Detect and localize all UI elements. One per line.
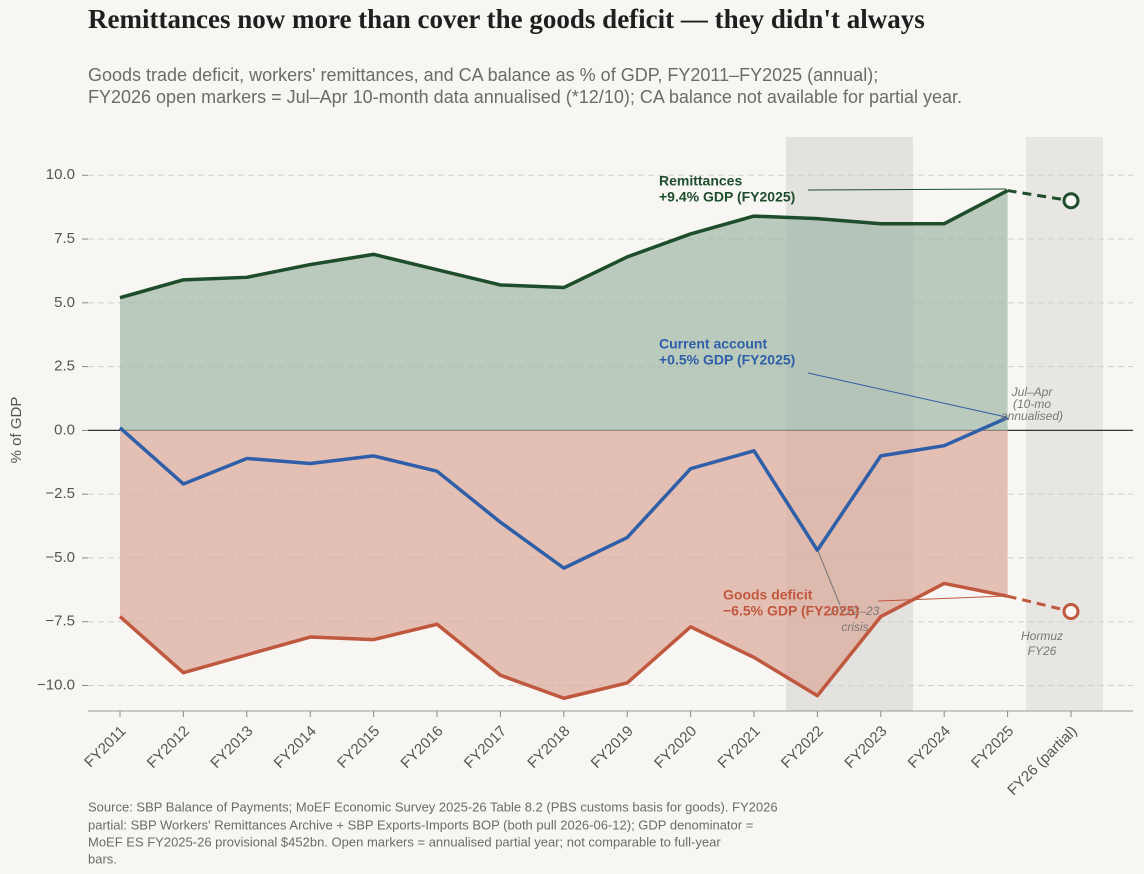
y-tick-label: −7.5 [45,613,75,630]
source: MoEF ES FY2025-26 provisional $452bn. Op… [88,834,721,849]
source: Source: SBP Balance of Payments; MoEF Ec… [88,799,778,814]
x-tick-label: FY2019 [588,723,637,772]
y-tick-label: 7.5 [54,230,75,247]
shade [1026,137,1103,711]
y-tick-label: 10.0 [46,166,75,183]
x-tick-label: FY2018 [524,723,573,772]
partial-connector [1007,594,1072,613]
annotation: Remittances [659,173,742,189]
x-tick-label: FY2022 [778,723,827,772]
annotation: +0.5% GDP (FY2025) [659,352,795,368]
partial-connector [1007,189,1072,203]
annotation: FY26 [1028,644,1057,658]
source: bars. [88,851,117,866]
line [118,581,1008,700]
subtitle: FY2026 open markers = Jul–Apr 10-month d… [88,87,962,107]
annotation: Goods deficit [723,587,813,603]
y-tick-label: 2.5 [54,358,75,375]
annotation: Current account [659,336,767,352]
annotation: +9.4% GDP (FY2025) [659,189,795,205]
line [119,189,1009,300]
x-tick-label: FY2024 [905,723,954,772]
chart-title: Remittances now more than cover the good… [88,4,925,34]
y-tick-label: −5.0 [45,549,75,566]
annotation: −6.5% GDP (FY2025) [723,603,859,619]
y-tick-label: 5.0 [54,294,75,311]
annotation-pointer [807,372,1007,418]
source: partial: SBP Workers' Remittances Archiv… [88,817,753,832]
y-tick-label: −2.5 [45,485,75,502]
x-tick-label: FY2012 [144,723,193,772]
annotation: annualised) [1001,409,1063,423]
y-tick-label: 0.0 [54,421,75,438]
annotation: FY22–23 [831,604,880,618]
x-tick-label: FY2014 [271,723,320,772]
partial-marker [1062,192,1080,210]
y-axis-label: % of GDP [8,397,25,464]
x-tick-label: FY2011 [81,723,129,771]
area [120,190,1008,431]
y-tick-label: −10.0 [37,676,75,693]
annotation: Hormuz [1021,629,1063,643]
annotation: crisis [841,620,868,634]
x-tick-label: FY2020 [651,723,700,772]
x-tick-label: FY2017 [461,723,510,772]
partial-marker [1062,603,1080,621]
line [118,416,1009,570]
x-tick-label: FY2023 [841,723,890,772]
annotation-pointer [807,188,1007,191]
annotation-pointer [817,550,841,606]
annotation-pointer [877,595,1007,602]
x-tick-label: FY2013 [207,723,256,772]
subtitle: Goods trade deficit, workers' remittance… [88,65,878,85]
annotation: (10-mo [1013,397,1051,411]
x-tick-label: FY2015 [334,723,383,772]
annotation: Jul–Apr [1011,385,1054,399]
x-tick-label: FY2025 [968,723,1017,772]
x-tick-label: FY2016 [397,723,446,772]
x-tick-label: FY2021 [714,723,763,772]
